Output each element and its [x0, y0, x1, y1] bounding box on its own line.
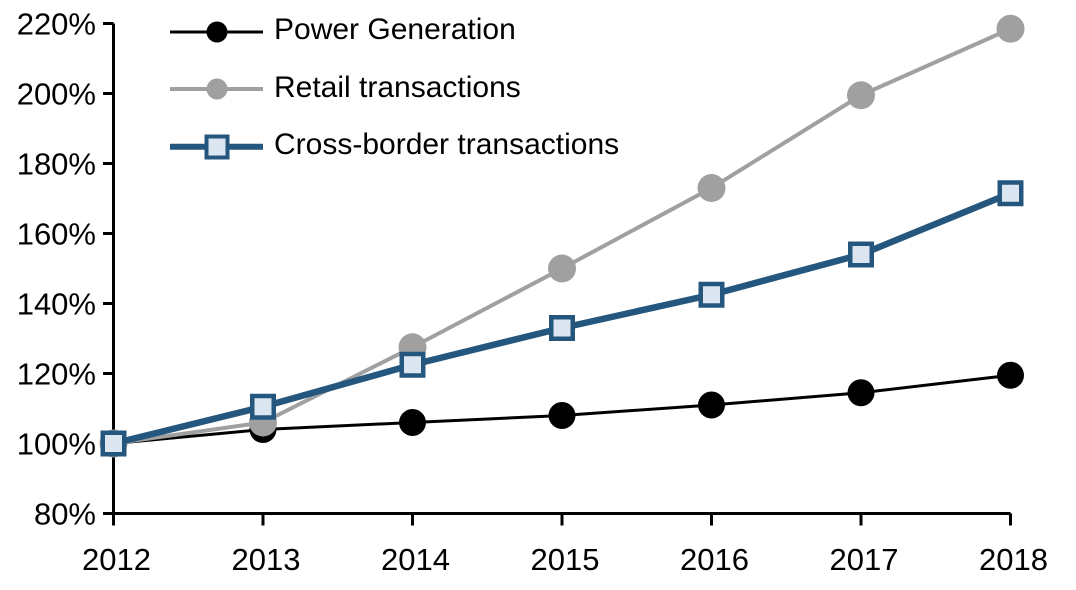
data-point-marker	[399, 409, 426, 436]
y-tick-label: 200%	[17, 77, 96, 112]
data-point-marker	[549, 315, 575, 341]
series-2	[100, 180, 1024, 457]
data-point-marker	[250, 393, 276, 420]
y-tick-label: 160%	[17, 217, 96, 252]
data-point-marker	[698, 391, 725, 419]
legend-item-retail-transactions: Retail transactions	[170, 61, 619, 119]
data-point-marker	[697, 174, 726, 202]
data-point-marker	[399, 351, 426, 378]
legend: Power Generation Retail transactions Cro…	[170, 3, 619, 176]
x-tick-label: 2016	[680, 542, 749, 577]
data-point-marker	[847, 379, 875, 407]
y-tick-label: 140%	[17, 287, 96, 322]
legend-swatch-retail-transactions	[170, 74, 263, 104]
x-tick-label: 2012	[82, 542, 151, 577]
x-tick-label: 2017	[830, 542, 899, 577]
legend-label-cross-border-transactions: Cross-border transactions	[274, 128, 620, 162]
data-point-marker	[847, 81, 875, 110]
data-point-marker	[996, 14, 1025, 43]
circle-marker-icon	[206, 78, 227, 100]
legend-swatch-cross-border-transactions	[170, 132, 263, 162]
y-tick-label: 180%	[17, 147, 96, 182]
data-point-marker	[100, 430, 127, 457]
y-tick-label: 100%	[17, 427, 96, 462]
legend-item-cross-border-transactions: Cross-border transactions	[170, 118, 619, 176]
x-tick-label: 2018	[979, 542, 1048, 577]
data-point-marker	[548, 402, 576, 429]
x-tick-label: 2014	[381, 542, 450, 577]
square-marker-icon	[204, 134, 229, 160]
legend-item-power-generation: Power Generation	[170, 3, 619, 61]
circle-marker-icon	[206, 21, 227, 43]
x-tick-label: 2015	[531, 542, 600, 577]
data-point-marker	[698, 281, 725, 308]
y-tick-label: 120%	[17, 357, 96, 392]
y-tick-label: 80%	[34, 497, 96, 532]
data-point-marker	[997, 180, 1024, 207]
y-tick-label: 220%	[17, 7, 96, 42]
legend-label-retail-transactions: Retail transactions	[274, 70, 521, 104]
data-point-marker	[848, 241, 874, 268]
legend-label-power-generation: Power Generation	[274, 13, 516, 47]
data-point-marker	[997, 361, 1024, 389]
legend-swatch-power-generation	[170, 17, 263, 47]
series-0	[100, 361, 1024, 457]
data-point-marker	[548, 254, 576, 283]
x-tick-label: 2013	[232, 542, 301, 577]
axes: 80% 100% 120% 140% 160% 180% 200% 220% 2012 2013 2…	[17, 7, 1048, 577]
